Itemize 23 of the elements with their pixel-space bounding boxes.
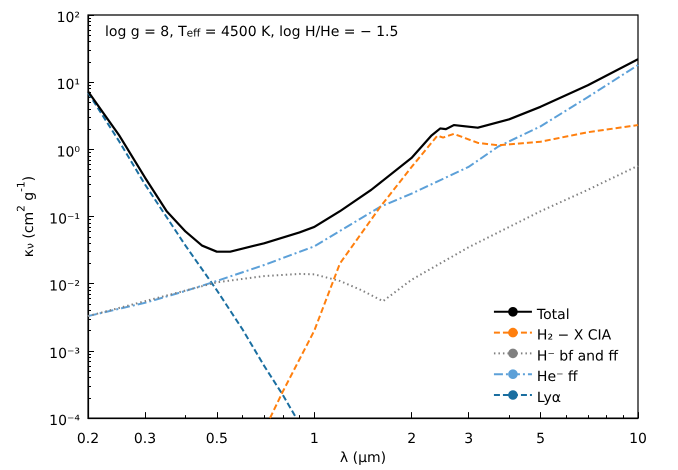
y-tick-label: 10⁰	[56, 144, 80, 160]
legend-label: H⁻ bf and ff	[536, 348, 618, 364]
y-tick-label: 10⁻⁴	[49, 413, 80, 430]
y-tick-label: 10¹	[56, 77, 80, 94]
y-axis-title: κν (cm2 g-1)	[16, 176, 37, 258]
x-axis-title: λ (μm)	[340, 450, 386, 466]
legend-label: He⁻ ff	[536, 369, 578, 386]
x-tick-label: 1	[310, 431, 319, 448]
x-tick-label: 3	[464, 431, 474, 448]
x-tick-label: 0.3	[134, 431, 156, 448]
y-tick-label: 10⁻²	[49, 278, 80, 295]
x-tick-label: 5	[536, 431, 546, 448]
x-tick-label: 10	[629, 431, 647, 448]
legend-label: H₂ − X CIA	[536, 328, 612, 344]
x-tick-label: 2	[407, 431, 416, 448]
y-tick-label: 10²	[56, 10, 80, 26]
y-tick-label: 10⁻¹	[49, 212, 80, 228]
legend-label: Total	[536, 306, 570, 323]
x-tick-label: 0.5	[206, 431, 228, 448]
legend-label: Lyα	[536, 390, 561, 406]
y-tick-label: 10⁻³	[49, 346, 80, 362]
annotation: log g = 8, Teff = 4500 K, log H/He = − 1.5	[105, 24, 398, 40]
x-tick-label: 0.2	[76, 431, 100, 448]
